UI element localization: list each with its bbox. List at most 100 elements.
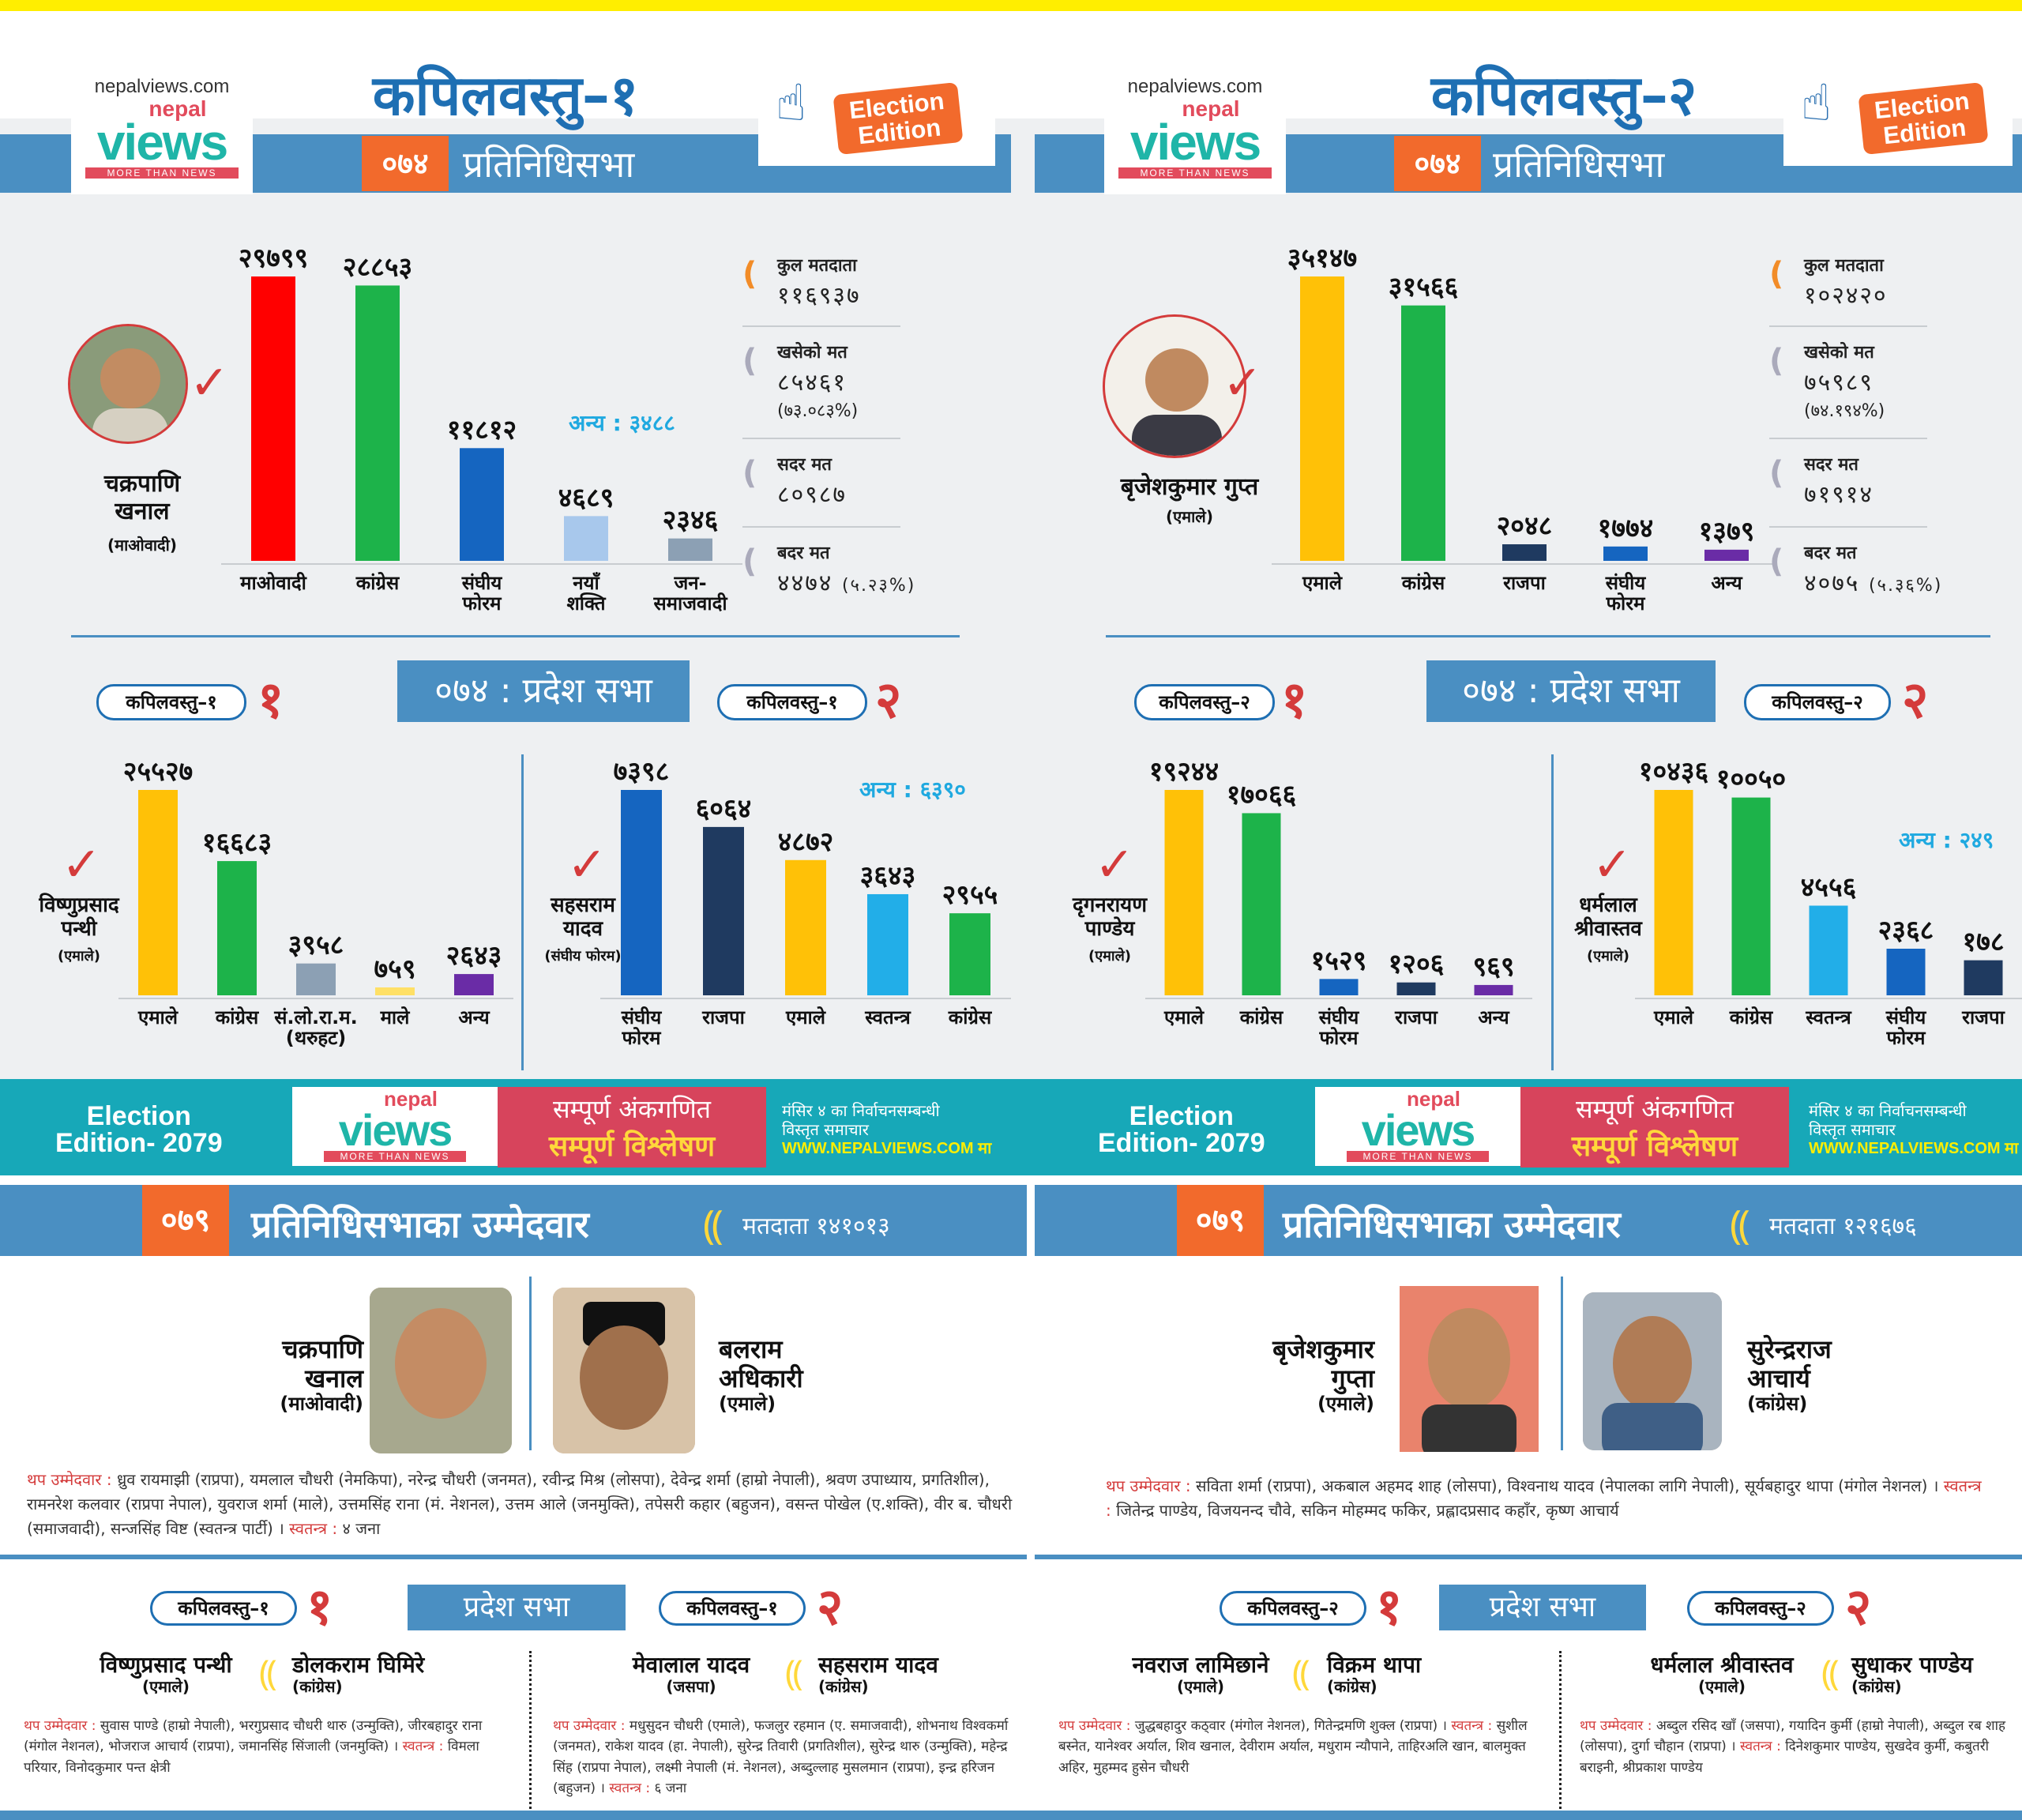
banner-note2: विस्तृत समाचार	[782, 1120, 869, 1139]
stat-value-num: ४४७४	[777, 570, 833, 597]
pradesh-winner-a-party: (एमाले)	[1088, 948, 1132, 965]
more-label: थप उम्मेदवार :	[553, 1718, 626, 1734]
cand-party: (कांग्रेस)	[818, 1677, 869, 1697]
swirl-icon: ⸨	[785, 1653, 803, 1694]
cand-party: (कांग्रेस)	[292, 1677, 343, 1697]
logo-tag: MORE THAN NEWS	[324, 1151, 466, 1162]
indep-label: स्वतन्त्र :	[609, 1781, 651, 1797]
bar-value-label: १३७९	[1699, 516, 1755, 547]
category-label: कांग्रेस	[1401, 572, 1445, 594]
pill-const-a: कपिलवस्तु–२	[1134, 684, 1275, 720]
banner-line2: सम्पूर्ण विश्लेषण	[1571, 1130, 1738, 1163]
cand1-photo	[370, 1288, 512, 1453]
cand-name: विष्णुप्रसाद पन्थी	[100, 1652, 232, 1678]
p2-cand2: सुधाकर पाण्डेय (कांग्रेस)	[1851, 1652, 2017, 1697]
winner-check-icon: ✓	[1095, 837, 1135, 893]
swirl-icon: (	[1769, 343, 1784, 379]
swirl-icon: ⸨	[703, 1202, 723, 1248]
stat-divider	[742, 526, 900, 528]
category-label: सं.लो.रा.म. (थरुहट)	[273, 1006, 358, 1049]
cand-name-line2: गुप्ता	[1331, 1363, 1374, 1393]
banner-url[interactable]: WWW.NEPALVIEWS.COM मा	[1809, 1140, 2019, 1157]
category-label: माओवादी	[239, 572, 306, 594]
pradesh-winner-a: विष्णुप्रसाद पन्थी	[16, 893, 142, 942]
stats-block: ( कुल मतदाता ११६९३७ ( खसेको मत ८५४६१ (७३…	[742, 246, 914, 607]
ee-box: ☝ Election Edition	[758, 70, 995, 166]
stat-value: ४४७४ (५.२३%)	[777, 566, 915, 598]
cand-divider	[529, 1277, 532, 1450]
category-label: अन्य	[1711, 572, 1742, 594]
p2-more: थप उम्मेदवार : मधुसुदन चौधरी (एमाले), फज…	[553, 1716, 1027, 1799]
stat-value: १०२४२०	[1804, 282, 1888, 310]
winner-photo	[1103, 314, 1246, 458]
year-badge: ०७९	[142, 1185, 229, 1256]
stat-cast: ( खसेको मत ७५९८९ (७४.१९४%)	[1769, 327, 1927, 438]
bar-l_p1-3	[375, 987, 415, 995]
pradesh-label: प्रदेश सभा	[408, 1585, 626, 1630]
indep-text: विमला परियार, विनोदकुमार पन्त क्षेत्री	[24, 1739, 479, 1776]
bar-r_p1-2	[1319, 979, 1359, 995]
bar-l_p1-2	[296, 963, 336, 995]
bar-value-label: १६६८३	[202, 827, 272, 859]
banner-note1: मंसिर ४ का निर्वाचनसम्बन्धी	[1809, 1101, 1967, 1120]
chart-left-main: २९७९९ माओवादी २८८५३ कांग्रेस ११८१२ संघीय फोरम ४…	[221, 229, 742, 640]
chart-svg-r_p2: १०४३६ एमाले १००५० कांग्रेस ४५५६ स्वतन्त्र २३६८…	[1635, 756, 2022, 1049]
bar-l_p1-4	[454, 974, 494, 995]
more-label: थप उम्मेदवार :	[27, 1470, 112, 1489]
swirl-icon: (	[742, 455, 757, 491]
bar-r_main-2	[1502, 544, 1547, 561]
site-url: nepalviews.com	[1127, 76, 1263, 97]
logo-tag: MORE THAN NEWS	[1118, 167, 1272, 179]
banner-ee: Election Edition- 2079	[55, 1103, 223, 1156]
stat-sub: (७४.१९४%)	[1804, 401, 1885, 421]
bar-value-label: २९५५	[942, 879, 998, 911]
winner-check-icon: ✓	[190, 355, 230, 411]
chart-svg-l_main: २९७९९ माओवादी २८८५३ कांग्रेस ११८१२ संघीय फोरम ४…	[221, 243, 742, 615]
category-label: अन्य	[458, 1006, 490, 1028]
category-label: एमाले	[1653, 1006, 1695, 1028]
band-heading: प्रतिनिधिसभाका उम्मेदवार	[1283, 1203, 1621, 1246]
cand-party: (माओवादी)	[280, 1392, 363, 1415]
more-text: ध्रुव रायमाझी (राप्रपा), यमलाल चौधरी (ने…	[27, 1470, 1013, 1538]
chart-svg-r_p1: १९२४४ एमाले १७०६६ कांग्रेस १५२९ संघीय फोरम १२०६…	[1145, 756, 1532, 1049]
category-label: संघीय फोरम	[1318, 1006, 1360, 1049]
category-label: माले	[380, 1006, 412, 1028]
stat-sub: (५.२३%)	[841, 576, 916, 596]
stat-value-num: ४०७५	[1804, 570, 1860, 597]
bar-value-label: २५५२७	[123, 756, 193, 788]
winner-name-line2: खनाल	[115, 497, 170, 525]
winner-party: (एमाले)	[1165, 507, 1214, 526]
pradesh-winner-b: धर्मलाल श्रीवास्तव	[1553, 893, 1663, 942]
bar-r_p2-2	[1809, 905, 1848, 995]
category-label: कांग्रेस	[355, 572, 400, 594]
swirl-icon: (	[1769, 455, 1784, 491]
swirl-icon: ⸨	[1292, 1653, 1310, 1694]
pill-const-b: कपिलवस्तु–१	[659, 1591, 806, 1626]
banner-ee-line1: Election	[1129, 1101, 1234, 1131]
bar-value-label: १७०६६	[1227, 779, 1296, 810]
banner-ee-line2: Edition- 2079	[1098, 1128, 1265, 1158]
more-text: सविता शर्मा (राप्रपा), अकबाल अहमद शाह (ल…	[1195, 1476, 1939, 1495]
pradesh-winner-b: सहसराम यादव	[528, 893, 638, 942]
section-rule	[1035, 1555, 2022, 1559]
cand-party: (एमाले)	[141, 1677, 190, 1697]
swirl-icon: (	[742, 543, 757, 580]
stat-value: ४०७५ (५.३६%)	[1804, 566, 1942, 598]
bar-value-label: ४५५६	[1801, 871, 1857, 903]
stat-valid: ( सदर मत ८०९८७	[742, 439, 900, 526]
stat-key: खसेको मत	[1804, 343, 1874, 363]
winner-check-icon: ✓	[1223, 355, 1263, 411]
bar-value-label: ४६८९	[558, 482, 614, 513]
bar-value-label: १००५०	[1716, 764, 1786, 795]
swirl-icon: ⸨	[259, 1653, 277, 1694]
bar-value-label: २०४८	[1497, 510, 1553, 542]
cand-name: सहसराम यादव	[818, 1652, 938, 1678]
banner-url[interactable]: WWW.NEPALVIEWS.COM मा	[782, 1140, 992, 1157]
bar-r_p2-0	[1654, 790, 1693, 995]
banner-line2: सम्पूर्ण विश्लेषण	[548, 1130, 716, 1163]
cand-party: (कांग्रेस)	[1851, 1677, 1902, 1697]
category-label: एमाले	[137, 1006, 179, 1028]
bar-value-label: १२०६	[1389, 949, 1445, 980]
category-label: नयाँ शक्ति	[566, 572, 606, 615]
cand-party: (एमाले)	[719, 1392, 776, 1415]
